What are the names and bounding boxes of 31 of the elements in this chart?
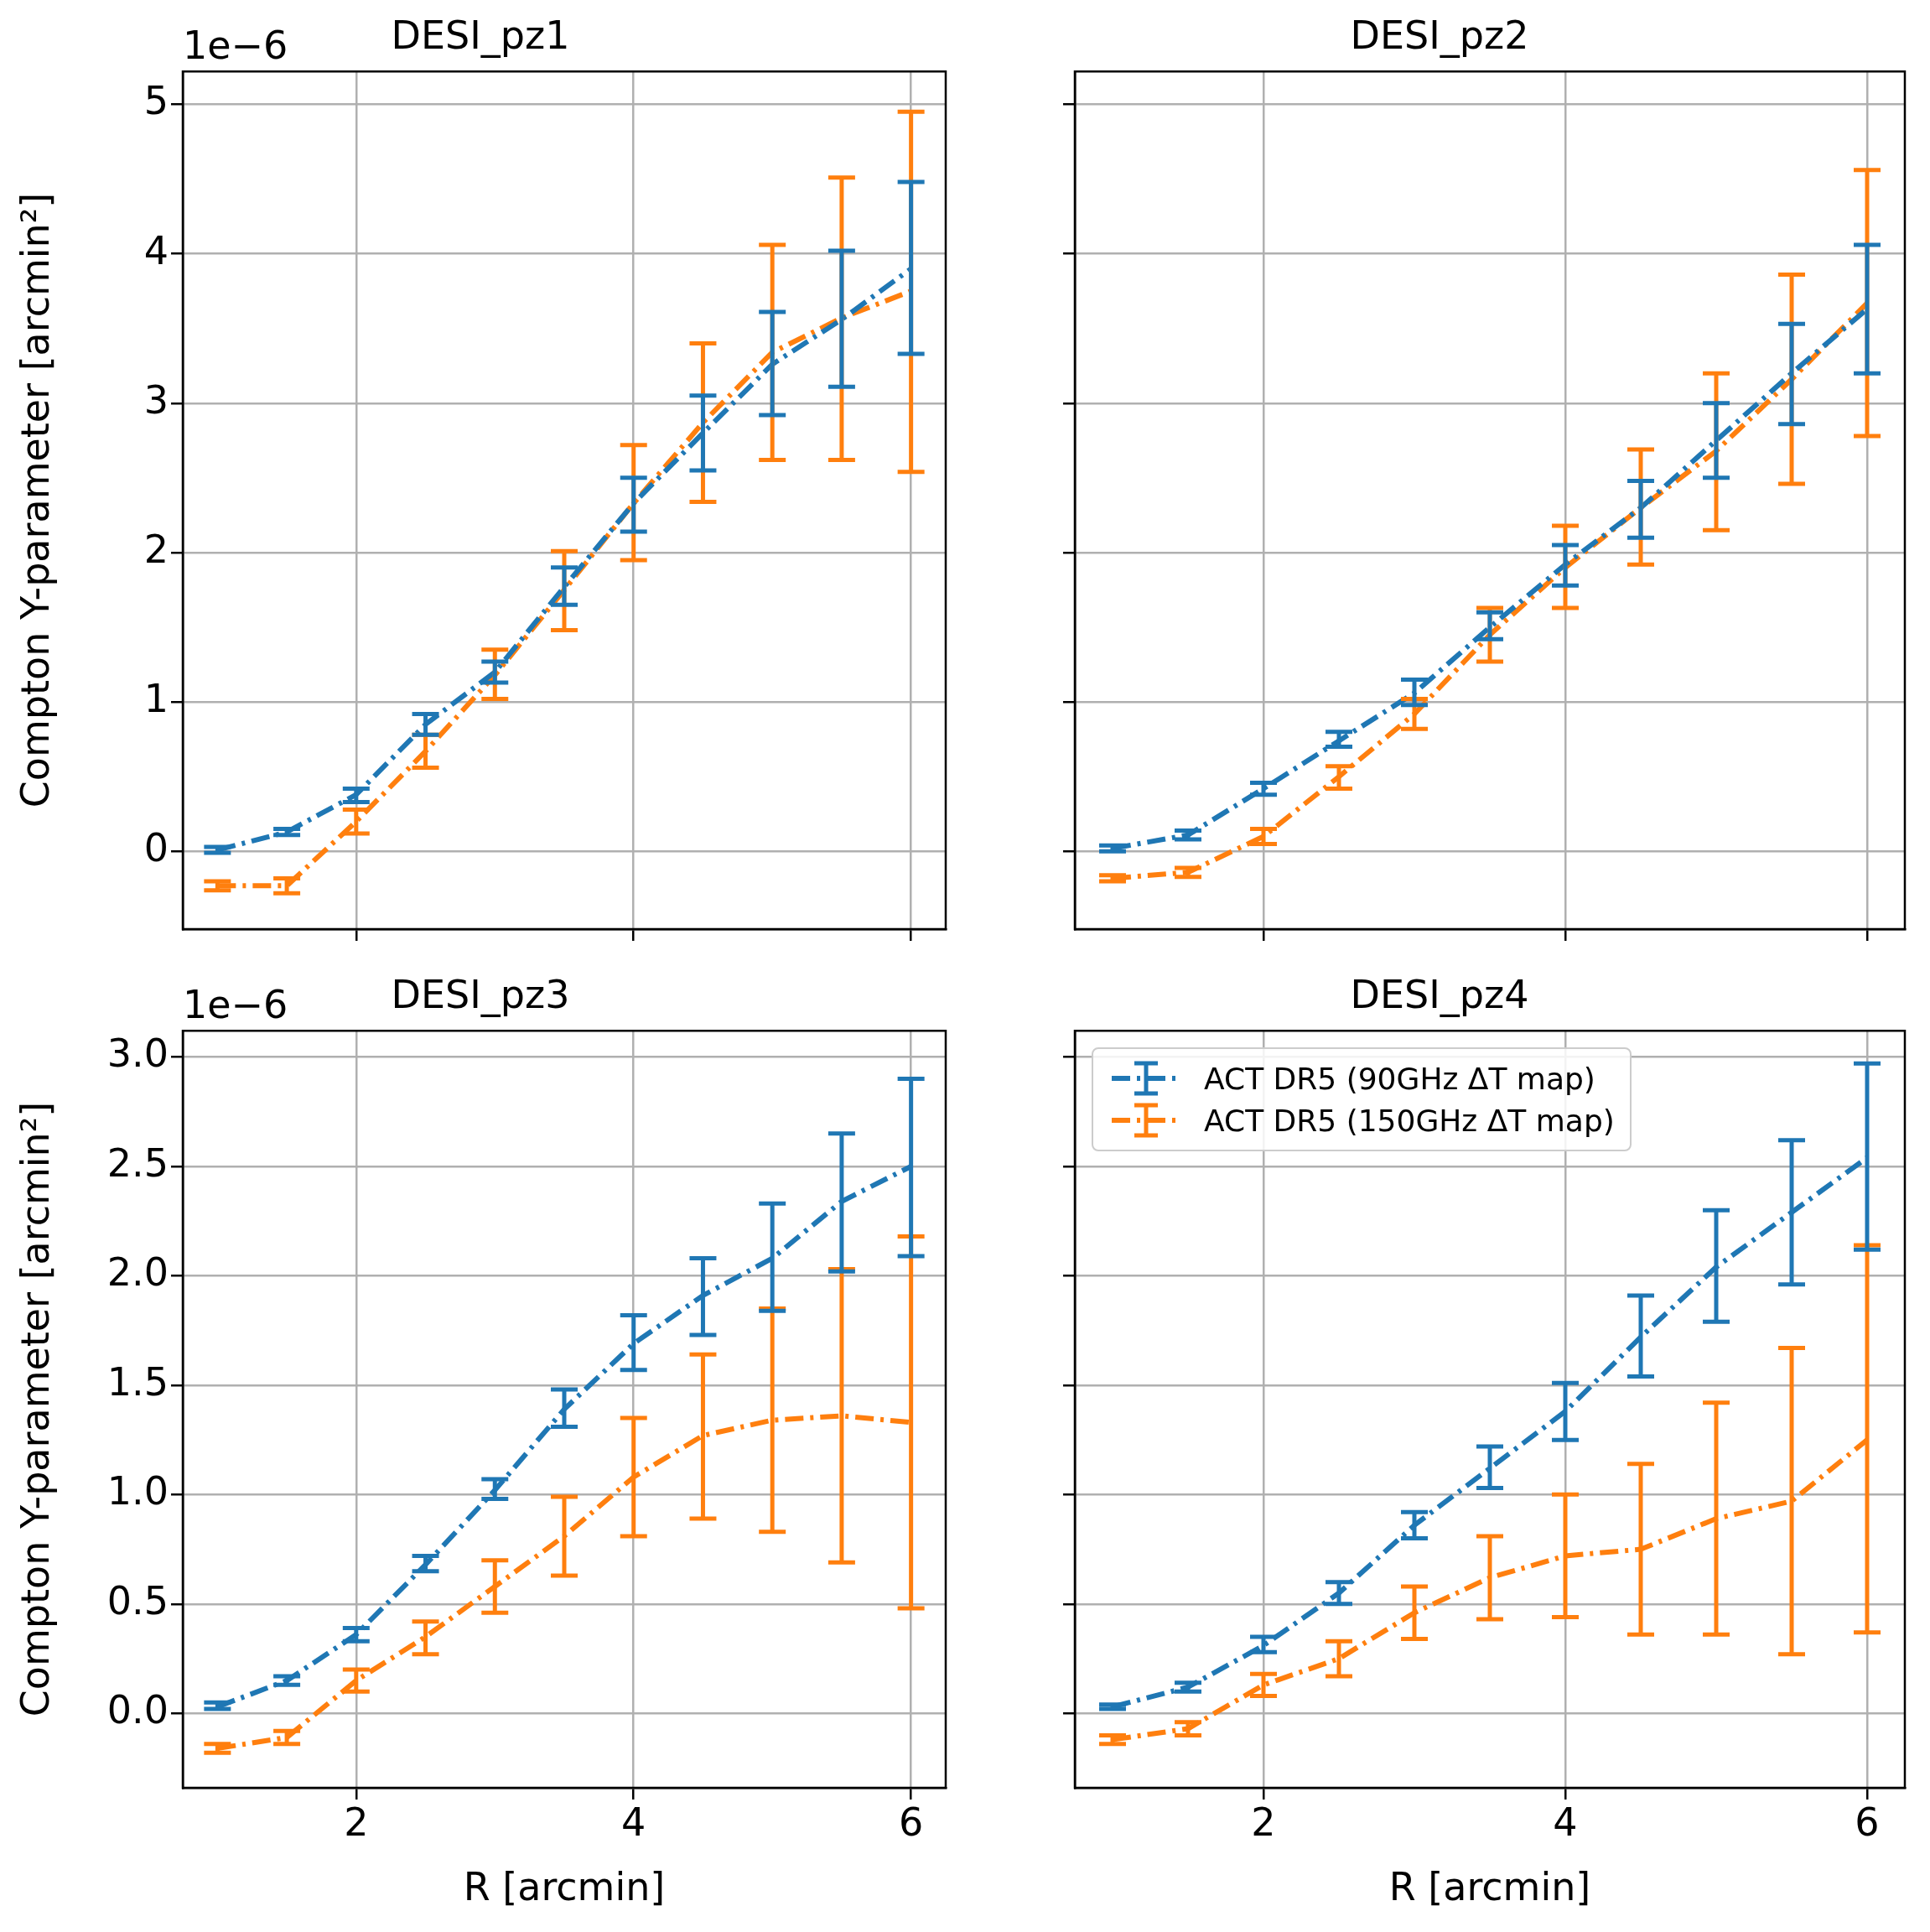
chart-title: DESI_pz4: [1350, 971, 1529, 1017]
legend-label: ACT DR5 (90GHz ΔT map): [1204, 1061, 1595, 1096]
x-axis-title: R [arcmin]: [1388, 1864, 1591, 1910]
y-tick-label: 2.5: [106, 1140, 169, 1186]
y-tick-label: 1: [143, 676, 169, 722]
x-tick-label: 2: [344, 1799, 369, 1845]
y-tick-label: 1.0: [106, 1468, 169, 1514]
y-axis-title: Compton Y-parameter [arcmin²]: [12, 1101, 58, 1717]
x-tick-label: 2: [1251, 1799, 1276, 1845]
x-axis-title: R [arcmin]: [463, 1864, 666, 1910]
x-tick-label: 4: [1553, 1799, 1578, 1845]
y-tick-label: 2: [143, 526, 169, 572]
chart-title: DESI_pz1: [391, 12, 570, 58]
y-tick-label: 5: [143, 78, 169, 124]
y-tick-label: 2.0: [106, 1249, 169, 1296]
y-tick-label: 3.0: [106, 1031, 169, 1077]
chart-title: DESI_pz3: [391, 971, 570, 1017]
y-tick-label: 4: [143, 227, 169, 273]
text: 1e−6: [183, 23, 288, 69]
y-tick-label: 3: [143, 377, 169, 423]
y-tick-label: 0.5: [106, 1577, 169, 1623]
x-tick-label: 6: [899, 1799, 924, 1845]
x-tick-label: 4: [621, 1799, 646, 1845]
y-tick-label: 1.5: [106, 1358, 169, 1405]
y-axis-title: Compton Y-parameter [arcmin²]: [12, 192, 58, 808]
y-tick-label: 0: [143, 825, 169, 871]
legend-label: ACT DR5 (150GHz ΔT map): [1204, 1103, 1615, 1138]
y-tick-label: 0.0: [106, 1687, 169, 1733]
x-tick-label: 6: [1855, 1799, 1880, 1845]
chart-title: DESI_pz2: [1350, 12, 1529, 58]
text: 1e−6: [183, 982, 288, 1028]
